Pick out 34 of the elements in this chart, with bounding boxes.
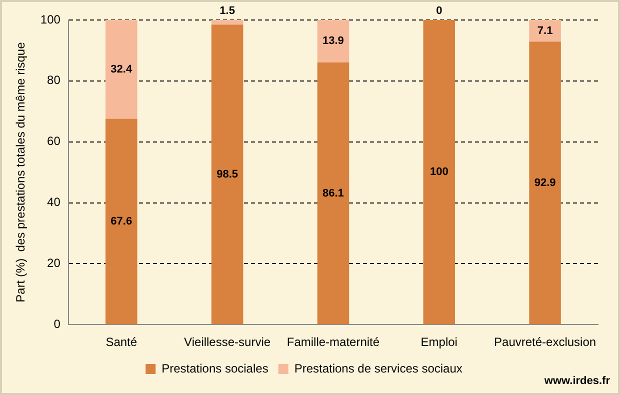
y-tick-label: 20 xyxy=(47,256,61,270)
bar xyxy=(105,20,138,119)
data-label: 100 xyxy=(430,166,448,178)
legend-label: Prestations sociales xyxy=(162,361,268,376)
y-tick-label: 60 xyxy=(47,134,61,148)
y-tick-label: 0 xyxy=(54,316,61,331)
bar xyxy=(423,20,456,324)
text: www.irdes.fr xyxy=(544,375,610,387)
data-label: 67.6 xyxy=(110,215,132,228)
x-tick-label: Santé xyxy=(106,335,138,350)
data-label: 98.5 xyxy=(216,168,238,180)
data-label: 86.1 xyxy=(322,187,344,200)
data-label: 13.9 xyxy=(322,35,344,48)
y-tick-label: 40 xyxy=(47,195,61,210)
data-label: 32.4 xyxy=(110,63,133,76)
bar xyxy=(529,42,561,324)
data-label: 7.1 xyxy=(537,24,553,37)
y-tick-label: 100 xyxy=(40,12,61,26)
x-tick-label: Emploi xyxy=(420,335,458,350)
x-tick-label: Pauvreté-exclusion xyxy=(494,335,596,350)
legend-label: Prestations de services sociaux xyxy=(294,361,462,376)
bar xyxy=(529,20,561,42)
bar xyxy=(317,20,350,62)
x-tick-label: Famille-maternité xyxy=(286,335,380,350)
data-label: 1.5 xyxy=(220,5,235,18)
y-tick-label: 80 xyxy=(47,73,61,88)
bar xyxy=(211,20,244,25)
data-label: 0 xyxy=(436,5,442,18)
bar xyxy=(105,118,138,324)
y-axis-title: Part (%) des prestations totales du même risque xyxy=(14,42,28,302)
x-tick-label: Vieillesse-survie xyxy=(184,335,271,350)
data-label: 92.9 xyxy=(534,176,556,189)
bar xyxy=(211,24,244,324)
bar xyxy=(317,62,350,324)
